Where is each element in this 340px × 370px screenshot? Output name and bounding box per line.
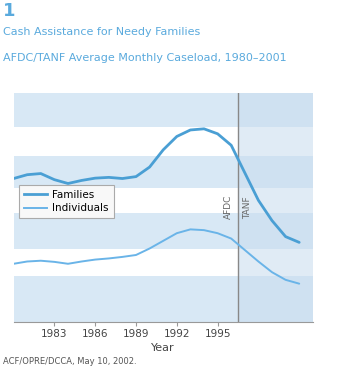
X-axis label: Year: Year bbox=[151, 343, 175, 353]
Text: TANF: TANF bbox=[243, 196, 252, 219]
Text: AFDC/TANF Average Monthly Caseload, 1980–2001: AFDC/TANF Average Monthly Caseload, 1980… bbox=[3, 53, 287, 63]
Bar bbox=[14, 92, 313, 127]
Text: 1: 1 bbox=[3, 2, 16, 20]
Bar bbox=[14, 156, 313, 188]
Bar bbox=[238, 92, 313, 322]
Bar bbox=[14, 213, 313, 249]
Bar bbox=[14, 276, 313, 322]
Text: AFDC: AFDC bbox=[224, 195, 233, 219]
Legend: Families, Individuals: Families, Individuals bbox=[19, 185, 114, 218]
Text: ACF/OPRE/DCCA, May 10, 2002.: ACF/OPRE/DCCA, May 10, 2002. bbox=[3, 357, 137, 366]
Text: Cash Assistance for Needy Families: Cash Assistance for Needy Families bbox=[3, 27, 201, 37]
